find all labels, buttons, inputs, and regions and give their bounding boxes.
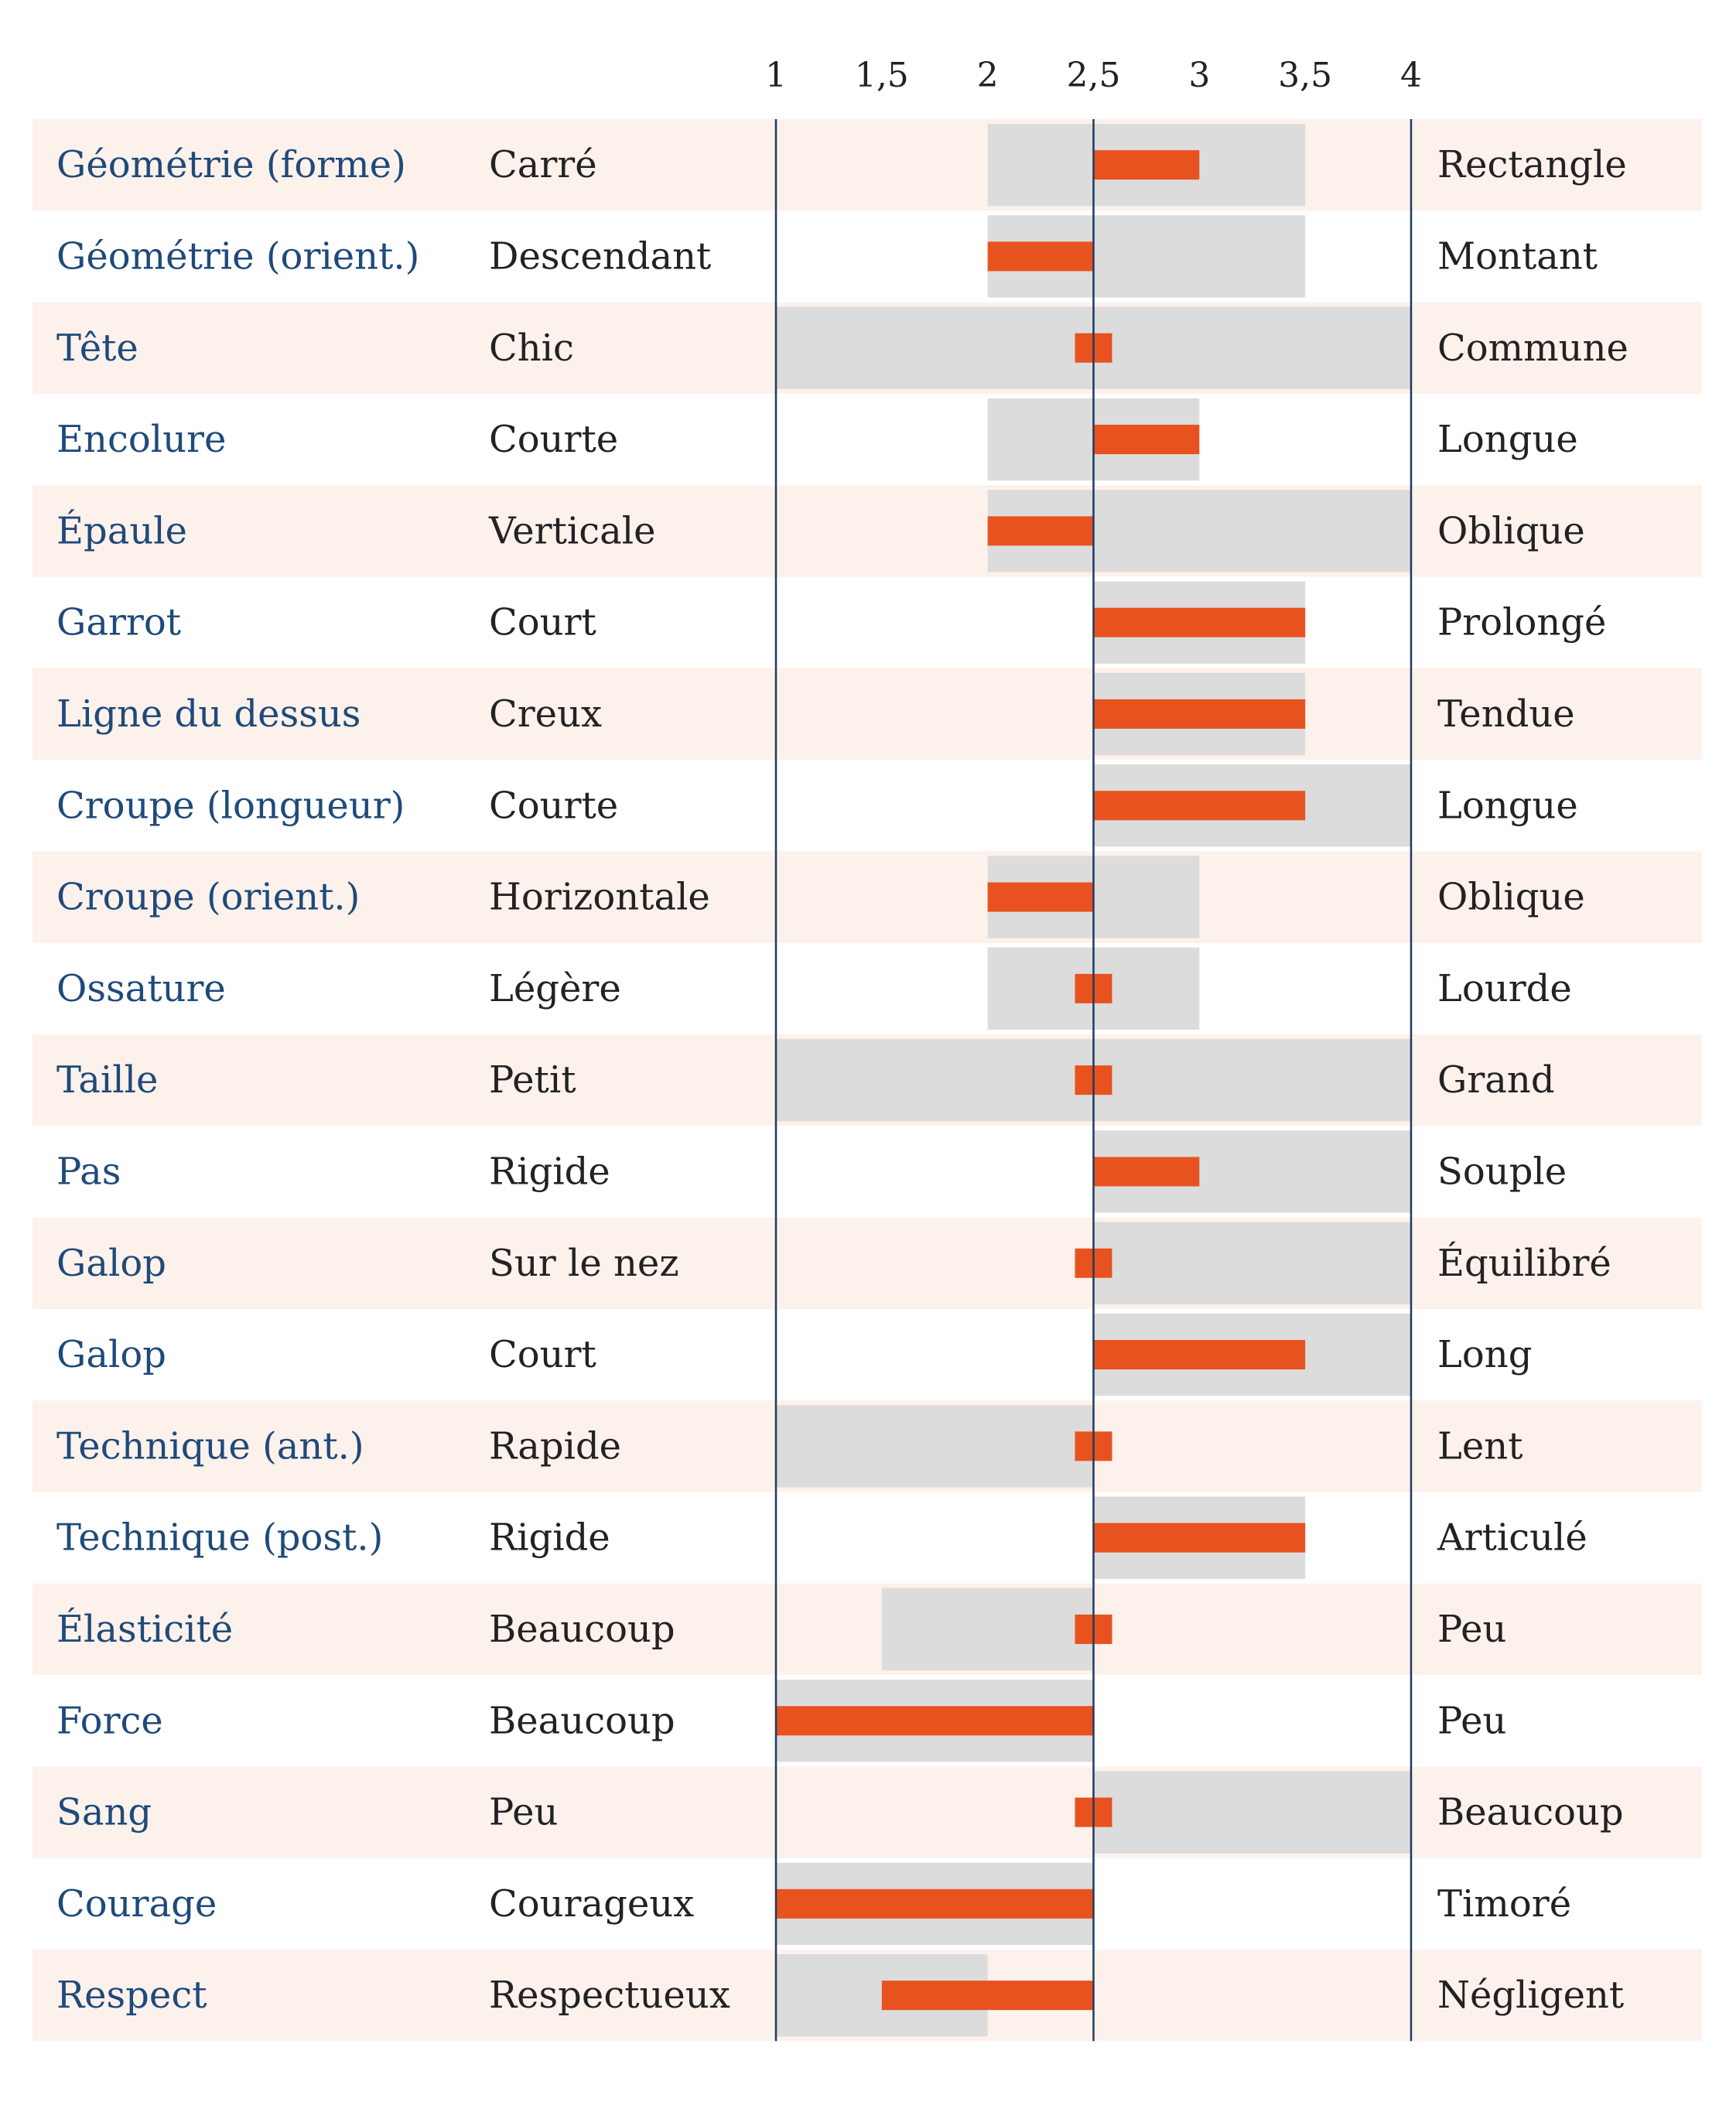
value-bar: [987, 516, 1094, 546]
criterion-label: Élasticité: [56, 1607, 233, 1651]
high-pole-label: Souple: [1437, 1150, 1567, 1193]
high-pole-label: Oblique: [1437, 509, 1585, 552]
low-pole-label: Sur le nez: [489, 1242, 679, 1285]
criterion-label: Technique (ant.): [56, 1424, 364, 1468]
value-bar: [1093, 1340, 1306, 1370]
value-bar: [987, 241, 1094, 272]
criterion-label: Géométrie (forme): [56, 143, 406, 186]
high-pole-label: Grand: [1437, 1058, 1555, 1102]
high-pole-label: Long: [1437, 1333, 1532, 1376]
high-pole-label: Tendue: [1437, 692, 1575, 736]
x-tick-label: 1,5: [855, 56, 909, 95]
high-pole-label: Longue: [1437, 784, 1578, 827]
value-bar: [1093, 1157, 1200, 1187]
criterion-label: Garrot: [56, 601, 181, 644]
row-stripe: [32, 1217, 1702, 1309]
low-pole-label: Court: [489, 601, 596, 644]
low-pole-label: Chic: [489, 326, 574, 370]
high-pole-label: Équilibré: [1437, 1241, 1611, 1285]
high-pole-label: Longue: [1437, 418, 1578, 461]
criterion-label: Géométrie (orient.): [56, 234, 419, 278]
criterion-label: Tête: [56, 326, 138, 370]
row-stripe: [32, 485, 1702, 577]
criterion-label: Ossature: [56, 967, 226, 1010]
high-pole-label: Peu: [1437, 1608, 1506, 1651]
criterion-label: Croupe (orient.): [56, 876, 360, 919]
low-pole-label: Beaucoup: [489, 1699, 675, 1742]
criterion-label: Épaule: [56, 508, 187, 552]
row-stripe: [32, 1766, 1702, 1858]
value-bar: [987, 882, 1094, 912]
criterion-label: Galop: [56, 1333, 166, 1376]
value-bar: [1093, 607, 1306, 637]
low-pole-label: Courageux: [489, 1882, 694, 1926]
criterion-label: Galop: [56, 1242, 166, 1285]
low-pole-label: Descendant: [489, 234, 711, 278]
high-pole-label: Articulé: [1437, 1516, 1587, 1560]
criterion-label: Croupe (longueur): [56, 784, 405, 827]
high-pole-label: Rectangle: [1437, 143, 1627, 186]
low-pole-label: Courte: [489, 784, 618, 827]
high-pole-label: Timoré: [1437, 1882, 1571, 1926]
low-pole-label: Horizontale: [489, 876, 710, 919]
row-stripe: [32, 1583, 1702, 1676]
criterion-label: Sang: [56, 1791, 152, 1834]
value-bar: [1093, 791, 1306, 821]
criterion-label: Force: [56, 1699, 163, 1742]
high-pole-label: Lourde: [1437, 967, 1572, 1010]
value-bar: [1093, 1523, 1306, 1553]
criterion-label: Taille: [56, 1058, 158, 1102]
value-bar: [776, 1888, 1094, 1919]
criterion-label: Technique (post.): [56, 1516, 383, 1560]
high-pole-label: Peu: [1437, 1699, 1506, 1742]
low-pole-label: Peu: [489, 1791, 558, 1834]
range-bar: [776, 1405, 1094, 1488]
x-tick-label: 1: [765, 56, 787, 95]
high-pole-label: Prolongé: [1437, 601, 1606, 644]
low-pole-label: Courte: [489, 418, 618, 461]
criterion-label: Respect: [56, 1974, 207, 2017]
row-stripe: [32, 119, 1702, 211]
low-pole-label: Verticale: [488, 509, 656, 552]
low-pole-label: Carré: [489, 143, 597, 186]
high-pole-label: Montant: [1437, 234, 1598, 278]
high-pole-label: Oblique: [1437, 876, 1585, 919]
low-pole-label: Rapide: [489, 1424, 621, 1468]
high-pole-label: Commune: [1437, 326, 1628, 370]
low-pole-label: Rigide: [489, 1516, 610, 1560]
low-pole-label: Respectueux: [489, 1974, 730, 2017]
low-pole-label: Court: [489, 1333, 596, 1376]
x-tick-label: 4: [1400, 56, 1422, 95]
high-pole-label: Beaucoup: [1437, 1791, 1624, 1834]
high-pole-label: Lent: [1437, 1424, 1522, 1468]
x-tick-label: 3: [1188, 56, 1210, 95]
value-bar: [881, 1981, 1094, 2011]
x-tick-label: 2: [977, 56, 999, 95]
value-bar: [1093, 699, 1306, 729]
range-bar: [881, 1588, 1094, 1671]
criterion-label: Encolure: [56, 418, 226, 461]
low-pole-label: Creux: [489, 692, 602, 736]
value-bar: [1093, 150, 1200, 180]
low-pole-label: Rigide: [489, 1150, 610, 1193]
row-stripe: [32, 668, 1702, 760]
criterion-label: Ligne du dessus: [56, 692, 361, 736]
range-bar: [1093, 1222, 1411, 1304]
x-tick-label: 2,5: [1067, 56, 1121, 95]
low-pole-label: Légère: [489, 967, 621, 1010]
low-pole-label: Petit: [489, 1058, 576, 1102]
value-bar: [776, 1706, 1094, 1736]
range-bar: [1093, 1771, 1411, 1854]
criterion-label: Pas: [56, 1150, 121, 1193]
criterion-label: Courage: [56, 1882, 217, 1926]
x-tick-label: 3,5: [1278, 56, 1332, 95]
low-pole-label: Beaucoup: [489, 1608, 675, 1651]
value-bar: [1093, 425, 1200, 455]
row-stripe: [32, 851, 1702, 943]
high-pole-label: Négligent: [1437, 1974, 1624, 2017]
